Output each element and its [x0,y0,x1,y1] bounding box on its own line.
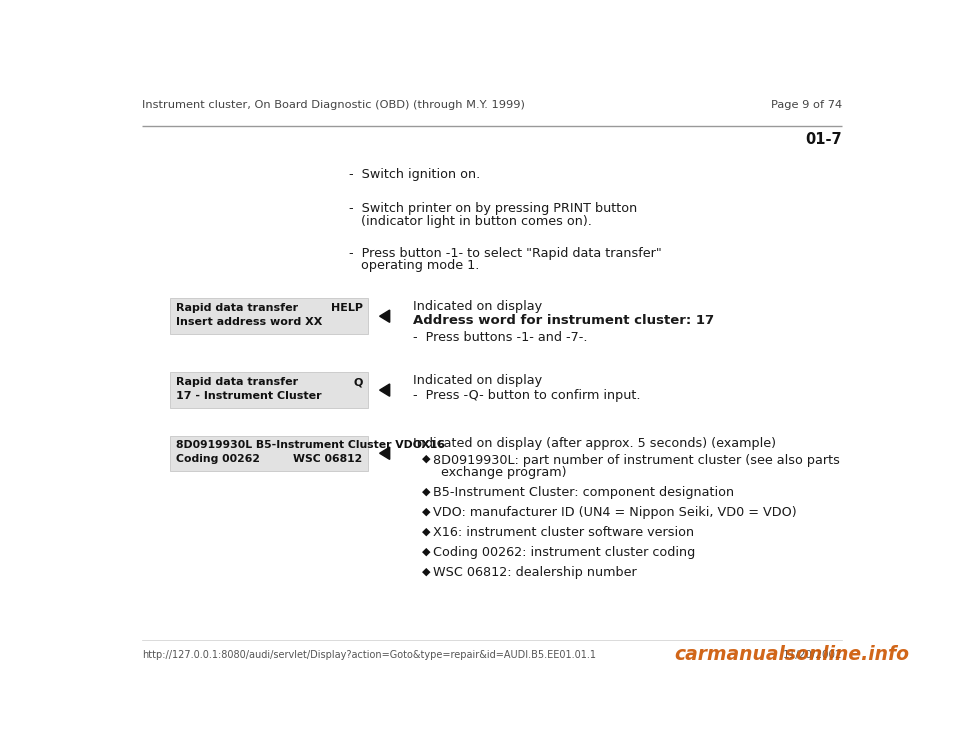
Text: ◆: ◆ [422,566,431,577]
Text: Q: Q [353,377,363,387]
FancyBboxPatch shape [170,298,368,334]
Text: Insert address word XX: Insert address word XX [176,317,323,327]
Text: ◆: ◆ [422,454,431,464]
Text: operating mode 1.: operating mode 1. [348,259,479,272]
Text: Indicated on display (after approx. 5 seconds) (example): Indicated on display (after approx. 5 se… [413,437,776,450]
Text: Coding 00262: instrument cluster coding: Coding 00262: instrument cluster coding [433,546,695,559]
Text: 11/20/2002: 11/20/2002 [782,651,842,660]
Text: Instrument cluster, On Board Diagnostic (OBD) (through M.Y. 1999): Instrument cluster, On Board Diagnostic … [142,100,524,110]
Text: 8D0919930L B5-Instrument Cluster VDOX16: 8D0919930L B5-Instrument Cluster VDOX16 [176,440,444,450]
Text: Coding 00262: Coding 00262 [176,454,260,464]
Text: ◆: ◆ [422,506,431,516]
Text: carmanualsonline.info: carmanualsonline.info [674,645,909,664]
Text: WSC 06812: dealership number: WSC 06812: dealership number [433,566,636,580]
Text: 17 - Instrument Cluster: 17 - Instrument Cluster [176,391,322,401]
Text: -  Press buttons -1- and -7-.: - Press buttons -1- and -7-. [413,331,588,344]
Text: X16: instrument cluster software version: X16: instrument cluster software version [433,526,694,539]
Text: Indicated on display: Indicated on display [413,374,542,387]
Text: Rapid data transfer: Rapid data transfer [176,303,298,313]
Text: Address word for instrument cluster: 17: Address word for instrument cluster: 17 [413,314,714,327]
Text: ◆: ◆ [422,546,431,556]
Text: -  Press -Q- button to confirm input.: - Press -Q- button to confirm input. [413,390,640,402]
Text: B5-Instrument Cluster: component designation: B5-Instrument Cluster: component designa… [433,486,734,499]
FancyBboxPatch shape [170,372,368,408]
Text: Rapid data transfer: Rapid data transfer [176,377,298,387]
Text: (indicator light in button comes on).: (indicator light in button comes on). [348,214,591,228]
Text: -  Press button -1- to select "Rapid data transfer": - Press button -1- to select "Rapid data… [348,247,661,260]
Polygon shape [379,447,390,459]
Polygon shape [379,384,390,396]
Text: 01-7: 01-7 [805,132,842,147]
Text: WSC 06812: WSC 06812 [294,454,363,464]
Text: VDO: manufacturer ID (UN4 = Nippon Seiki, VD0 = VDO): VDO: manufacturer ID (UN4 = Nippon Seiki… [433,506,797,519]
Text: Page 9 of 74: Page 9 of 74 [771,100,842,110]
FancyBboxPatch shape [170,436,368,471]
Text: HELP: HELP [330,303,363,313]
Text: -  Switch ignition on.: - Switch ignition on. [348,168,480,181]
Text: ◆: ◆ [422,486,431,496]
Text: exchange program): exchange program) [433,466,566,479]
Text: ◆: ◆ [422,526,431,536]
Text: Indicated on display: Indicated on display [413,300,542,313]
Polygon shape [379,310,390,322]
Text: http://127.0.0.1:8080/audi/servlet/Display?action=Goto&type=repair&id=AUDI.B5.EE: http://127.0.0.1:8080/audi/servlet/Displ… [142,651,596,660]
Text: -  Switch printer on by pressing PRINT button: - Switch printer on by pressing PRINT bu… [348,203,636,215]
Text: 8D0919930L: part number of instrument cluster (see also parts: 8D0919930L: part number of instrument cl… [433,454,840,467]
